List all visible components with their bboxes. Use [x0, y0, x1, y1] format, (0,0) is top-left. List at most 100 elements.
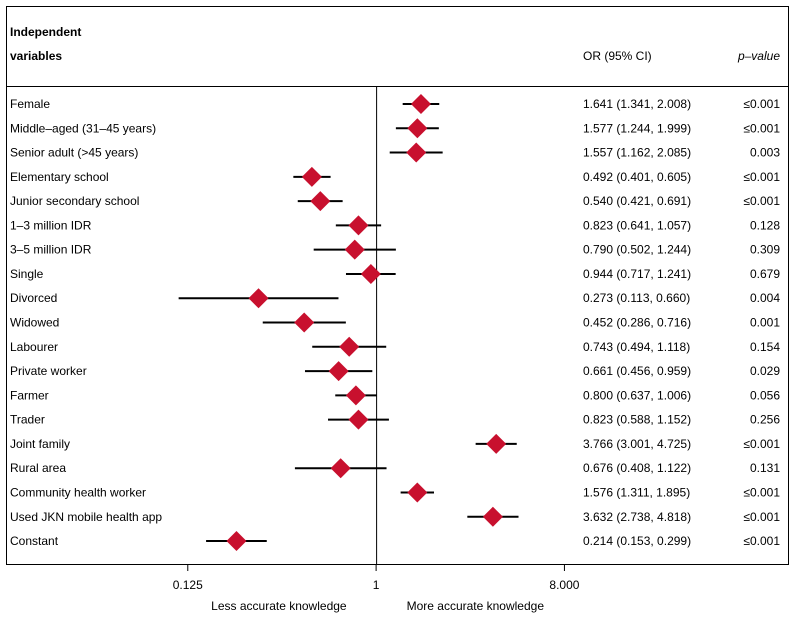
or-ci-value: 0.452 (0.286, 0.716)	[583, 316, 691, 330]
p-value: ≤0.001	[743, 437, 780, 451]
row-label: Private worker	[10, 364, 87, 378]
or-ci-value: 0.273 (0.113, 0.660)	[583, 291, 690, 305]
or-point-marker	[294, 312, 315, 333]
or-ci-value: 0.800 (0.637, 1.006)	[583, 388, 691, 402]
p-value: ≤0.001	[743, 121, 780, 135]
header-p-value: p–value	[737, 49, 780, 63]
or-ci-value: 0.823 (0.588, 1.152)	[583, 413, 691, 427]
p-value: 0.679	[750, 267, 780, 281]
row-label: Widowed	[10, 316, 59, 330]
row-label: Elementary school	[10, 170, 109, 184]
p-value: 0.256	[750, 413, 780, 427]
or-point-marker	[345, 385, 366, 406]
or-ci-value: 0.676 (0.408, 1.122)	[583, 461, 691, 475]
forest-row: 3–5 million IDR 0.790 (0.502, 1.244) 0.309	[10, 239, 780, 260]
or-ci-value: 3.766 (3.001, 4.725)	[583, 437, 691, 451]
forest-row: Rural area 0.676 (0.408, 1.122) 0.131	[10, 458, 780, 479]
or-ci-value: 0.214 (0.153, 0.299)	[583, 534, 691, 548]
or-point-marker	[328, 361, 349, 382]
or-point-marker	[407, 482, 428, 503]
or-point-marker	[339, 336, 360, 357]
or-point-marker	[348, 409, 369, 430]
or-point-marker	[482, 506, 503, 527]
forest-row: Private worker 0.661 (0.456, 0.959) 0.029	[10, 361, 780, 382]
row-label: Senior adult (>45 years)	[10, 146, 138, 160]
or-ci-value: 3.632 (2.738, 4.818)	[583, 510, 691, 524]
forest-row: Divorced 0.273 (0.113, 0.660) 0.004	[10, 288, 780, 309]
p-value: 0.154	[750, 340, 780, 354]
x-tick-label: 0.125	[173, 578, 203, 592]
forest-row: Used JKN mobile health app 3.632 (2.738, …	[10, 506, 780, 527]
row-label: Rural area	[10, 461, 66, 475]
or-ci-value: 0.492 (0.401, 0.605)	[583, 170, 691, 184]
row-label: Used JKN mobile health app	[10, 510, 162, 524]
plot-frame	[6, 6, 789, 565]
p-value: ≤0.001	[743, 170, 780, 184]
or-ci-value: 1.641 (1.341, 2.008)	[583, 97, 691, 111]
row-label: Community health worker	[10, 485, 146, 499]
forest-row: Elementary school 0.492 (0.401, 0.605) ≤0.…	[10, 166, 780, 187]
row-label: Single	[10, 267, 44, 281]
x-axis-label-left: Less accurate knowledge	[211, 599, 347, 613]
x-tick-label: 1	[373, 578, 380, 592]
forest-row: Joint family 3.766 (3.001, 4.725) ≤0.001	[10, 433, 780, 454]
or-ci-value: 0.944 (0.717, 1.241)	[583, 267, 691, 281]
p-value: ≤0.001	[743, 510, 780, 524]
p-value: 0.003	[750, 146, 780, 160]
forest-row: 1–3 million IDR 0.823 (0.641, 1.057) 0.128	[10, 215, 780, 236]
or-ci-value: 0.743 (0.494, 1.118)	[583, 340, 690, 354]
forest-row: Middle–aged (31–45 years) 1.577 (1.244, 1…	[10, 118, 780, 139]
or-ci-value: 1.557 (1.162, 2.085)	[583, 146, 691, 160]
p-value: 0.004	[750, 291, 780, 305]
row-label: Joint family	[10, 437, 70, 451]
forest-row: Junior secondary school 0.540 (0.421, 0.6…	[10, 191, 780, 212]
or-point-marker	[248, 288, 269, 309]
or-ci-value: 0.540 (0.421, 0.691)	[583, 194, 691, 208]
x-tick-label: 8.000	[549, 578, 579, 592]
or-point-marker	[360, 263, 381, 284]
or-point-marker	[226, 531, 247, 552]
or-ci-value: 1.576 (1.311, 1.895)	[583, 485, 690, 499]
row-label: Female	[10, 97, 50, 111]
x-axis-ticks: 0.125 1 8.000	[173, 565, 580, 592]
p-value: 0.309	[750, 243, 780, 257]
p-value: ≤0.001	[743, 194, 780, 208]
p-value: 0.029	[750, 364, 780, 378]
or-point-marker	[310, 191, 331, 212]
row-label: Labourer	[10, 340, 58, 354]
or-point-marker	[406, 142, 427, 163]
header-variables-line2: variables	[10, 49, 62, 63]
forest-row: Constant 0.214 (0.153, 0.299) ≤0.001	[10, 531, 780, 552]
header-variables-line1: Independent	[10, 25, 81, 39]
forest-row: Trader 0.823 (0.588, 1.152) 0.256	[10, 409, 780, 430]
or-ci-value: 1.577 (1.244, 1.999)	[583, 121, 691, 135]
p-value: 0.131	[750, 461, 780, 475]
p-value: ≤0.001	[743, 485, 780, 499]
row-label: Divorced	[10, 291, 57, 305]
or-point-marker	[407, 118, 428, 139]
row-label: Junior secondary school	[10, 194, 139, 208]
or-point-marker	[301, 166, 322, 187]
forest-row: Community health worker 1.576 (1.311, 1.8…	[10, 482, 780, 503]
or-ci-value: 0.661 (0.456, 0.959)	[583, 364, 691, 378]
or-ci-value: 0.823 (0.641, 1.057)	[583, 218, 691, 232]
or-point-marker	[344, 239, 365, 260]
p-value: 0.056	[750, 388, 780, 402]
row-label: 3–5 million IDR	[10, 243, 92, 257]
x-axis-label-right: More accurate knowledge	[407, 599, 545, 613]
forest-row: Labourer 0.743 (0.494, 1.118) 0.154	[10, 336, 780, 357]
forest-row: Farmer 0.800 (0.637, 1.006) 0.056	[10, 385, 780, 406]
forest-row: Widowed 0.452 (0.286, 0.716) 0.001	[10, 312, 780, 333]
forest-row: Senior adult (>45 years) 1.557 (1.162, 2.…	[10, 142, 780, 163]
forest-row: Single 0.944 (0.717, 1.241) 0.679	[10, 263, 780, 284]
row-label: Farmer	[10, 388, 49, 402]
p-value: 0.128	[750, 218, 780, 232]
row-label: 1–3 million IDR	[10, 218, 92, 232]
p-value: 0.001	[750, 316, 780, 330]
forest-rows: Female 1.641 (1.341, 2.008) ≤0.001Middle–a…	[10, 94, 780, 552]
or-point-marker	[486, 433, 507, 454]
row-label: Middle–aged (31–45 years)	[10, 121, 156, 135]
or-point-marker	[348, 215, 369, 236]
or-point-marker	[330, 458, 351, 479]
